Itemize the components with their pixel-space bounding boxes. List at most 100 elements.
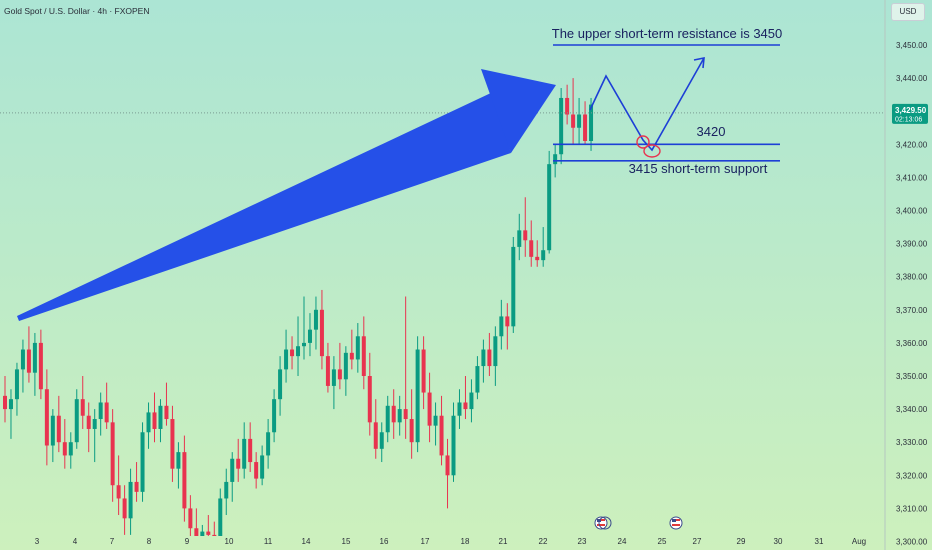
candle-body xyxy=(583,114,588,141)
candle-body xyxy=(206,531,211,535)
candle-body xyxy=(589,104,594,141)
candle-body xyxy=(349,352,354,360)
candle-body xyxy=(8,399,13,410)
time-tick-label: 29 xyxy=(737,537,746,546)
candle-body xyxy=(218,498,223,536)
candle-body xyxy=(313,309,318,330)
chart-title: Gold Spot / U.S. Dollar · 4h · FXOPEN xyxy=(4,6,150,16)
candle-body xyxy=(331,369,336,386)
candle-body xyxy=(355,336,360,360)
highlight-circle xyxy=(643,144,661,158)
candle-body xyxy=(194,528,199,536)
candle-body xyxy=(439,415,444,456)
candle-body xyxy=(254,462,259,479)
candle-body xyxy=(421,349,426,393)
candle-body xyxy=(3,395,7,410)
drawings-layer: The upper short-term resistance is 3450 3… xyxy=(0,26,885,321)
support-label: 3415 short-term support xyxy=(629,161,768,176)
candle-body xyxy=(296,346,301,357)
price-tick-label: 3,360.00 xyxy=(896,339,928,348)
time-tick-label: 21 xyxy=(499,537,508,546)
candle-body xyxy=(553,154,558,165)
candle-body xyxy=(487,349,492,367)
time-tick-label: 8 xyxy=(147,537,152,546)
candle-body xyxy=(559,97,564,155)
candle-body xyxy=(499,316,504,337)
price-tick-label: 3,400.00 xyxy=(896,207,928,216)
candle-body xyxy=(451,415,456,476)
candle-body xyxy=(116,485,121,499)
price-tag-countdown: 02:13:06 xyxy=(895,116,922,123)
candle-body xyxy=(188,508,193,529)
candle-body xyxy=(50,415,55,446)
candle-body xyxy=(319,309,324,357)
candle-body xyxy=(14,369,19,400)
price-tick-label: 3,350.00 xyxy=(896,372,928,381)
candle-body xyxy=(427,392,432,426)
candle-body xyxy=(248,438,253,463)
time-axis[interactable]: 3 4 7 8 9 10 11 14 15 16 17 18 21 22 23 24 25 27 29 30 31 Aug xyxy=(35,516,866,546)
candle-body xyxy=(86,415,91,429)
time-tick-label: 22 xyxy=(539,537,548,546)
candle-body xyxy=(445,455,450,476)
price-tag xyxy=(892,103,928,124)
highlight-circle xyxy=(636,135,650,149)
candle-body xyxy=(74,399,79,443)
candle-body xyxy=(577,114,582,128)
candle-body xyxy=(302,342,306,347)
time-tick-label: 25 xyxy=(658,537,667,546)
candle-body xyxy=(200,531,205,536)
candle-body xyxy=(110,422,115,486)
candle-body xyxy=(361,336,366,376)
candle-body xyxy=(475,366,480,393)
candle-body xyxy=(68,442,73,456)
candle-body xyxy=(290,349,295,357)
candle-body xyxy=(266,432,271,456)
time-tick-label: 9 xyxy=(185,537,190,546)
us-flag-event-icon[interactable] xyxy=(669,516,683,530)
candle-body xyxy=(242,438,247,469)
us-flag-event-icon[interactable] xyxy=(594,516,612,530)
price-axis[interactable]: 3,300.00 3,310.00 3,320.00 3,330.00 3,340.00… xyxy=(892,41,928,547)
candle-body xyxy=(158,405,163,429)
time-tick-label: 11 xyxy=(264,537,273,546)
candle-body xyxy=(415,349,420,443)
time-tick-label: 18 xyxy=(461,537,470,546)
resistance-label: The upper short-term resistance is 3450 xyxy=(552,26,783,41)
time-tick-label: 4 xyxy=(73,537,78,546)
candle-body xyxy=(325,356,330,386)
time-tick-label: 7 xyxy=(110,537,115,546)
time-tick-label: 3 xyxy=(35,537,40,546)
candle-body xyxy=(128,481,133,519)
candles-layer xyxy=(3,78,594,536)
time-tick-label: Aug xyxy=(852,537,866,546)
time-tick-label: 27 xyxy=(693,537,702,546)
candle-body xyxy=(38,342,43,390)
candle-body xyxy=(469,392,474,410)
price-tick-label: 3,340.00 xyxy=(896,405,928,414)
price-tick-label: 3,390.00 xyxy=(896,240,928,249)
time-tick-label: 30 xyxy=(774,537,783,546)
candle-body xyxy=(457,402,462,416)
candle-body xyxy=(80,399,85,416)
candle-body xyxy=(224,481,229,499)
candle-body xyxy=(343,352,348,380)
candle-body xyxy=(104,402,109,423)
candle-body xyxy=(122,498,127,519)
candle-body xyxy=(92,419,97,429)
time-tick-label: 15 xyxy=(342,537,351,546)
price-tick-label: 3,450.00 xyxy=(896,41,928,50)
candle-body xyxy=(164,405,169,420)
candle-body xyxy=(397,409,402,423)
usd-currency-button[interactable]: USD xyxy=(891,3,925,21)
candle-body xyxy=(307,329,312,343)
trend-arrow xyxy=(17,69,556,321)
price-tick-label: 3,300.00 xyxy=(896,538,928,547)
candle-body xyxy=(170,419,175,469)
price-tick-label: 3,440.00 xyxy=(896,74,928,83)
candle-body xyxy=(529,240,534,257)
candle-body xyxy=(535,256,540,261)
projected-path xyxy=(589,57,705,152)
